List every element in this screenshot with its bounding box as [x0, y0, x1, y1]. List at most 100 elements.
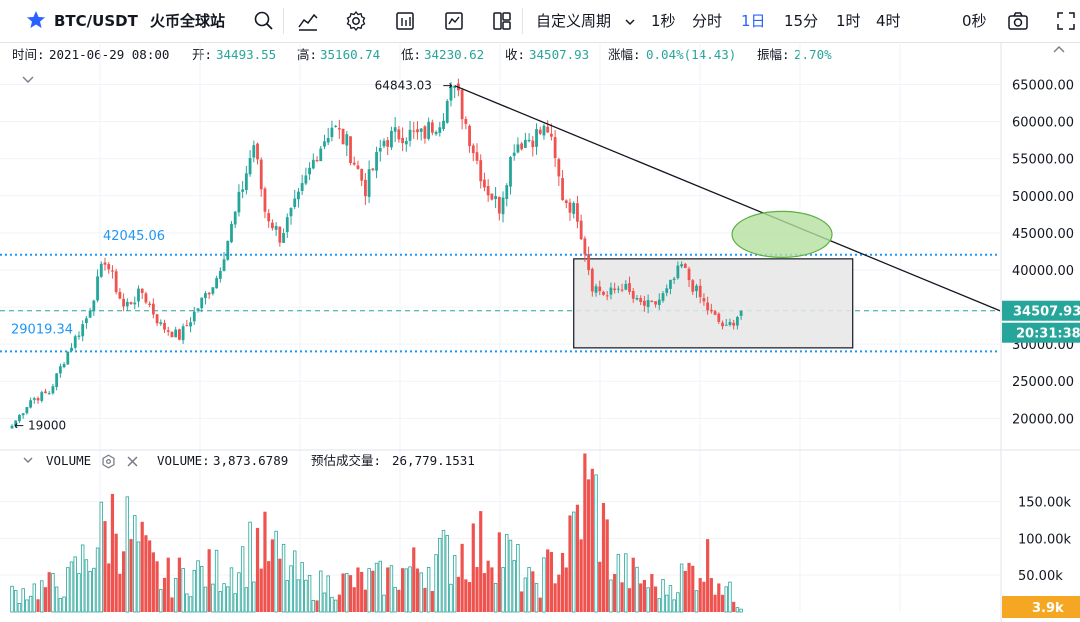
chevron-down-icon[interactable] — [22, 456, 34, 466]
volume-tick-label: 50.00k — [1018, 569, 1063, 584]
candle-body — [230, 223, 233, 243]
interval-timeshare[interactable]: 分时 — [692, 12, 723, 30]
candle-body — [300, 183, 304, 191]
volume-bar — [527, 567, 531, 613]
chevron-down-icon — [22, 76, 34, 83]
chevron-down-icon[interactable] — [624, 17, 636, 27]
volume-bar — [103, 521, 107, 612]
candle-body — [244, 173, 248, 191]
candle-body — [311, 159, 315, 169]
amplitude-label: 振幅: — [757, 47, 790, 62]
search-icon[interactable] — [252, 9, 276, 33]
price-tick-label: 55000.00 — [1012, 153, 1074, 168]
countdown-seconds: 0秒 — [962, 12, 987, 30]
volume-bar — [203, 586, 208, 613]
volume-bar — [642, 580, 646, 612]
volume-bar — [322, 592, 327, 613]
layout-icon[interactable] — [490, 9, 514, 33]
interval-4h[interactable]: 4时 — [876, 12, 901, 30]
volume-bar — [352, 587, 356, 612]
volume-bar — [118, 573, 122, 612]
interval-1h[interactable]: 1时 — [836, 12, 861, 30]
settings-icon[interactable] — [101, 454, 116, 469]
volume-bar — [564, 567, 568, 612]
interval-15m[interactable]: 15分 — [784, 12, 819, 30]
volume-bar — [412, 547, 416, 612]
candle-body — [695, 285, 698, 292]
interval-1d[interactable]: 1日 — [741, 12, 766, 30]
volume-bar — [531, 571, 535, 612]
settings-icon[interactable] — [344, 9, 368, 33]
volume-bar — [419, 572, 423, 613]
candle-body — [25, 407, 29, 414]
volume-bar — [36, 599, 40, 612]
candle-body — [96, 276, 99, 301]
volume-bar — [326, 575, 330, 613]
candle-body — [390, 130, 393, 148]
last-volume-label: 3.9k — [1032, 601, 1064, 616]
volume-bar — [653, 586, 658, 612]
candle-body — [256, 143, 259, 160]
exchange-label[interactable]: 火币全球站 — [150, 12, 226, 30]
volume-bar — [170, 597, 174, 612]
interval-1s[interactable]: 1秒 — [651, 12, 676, 30]
candle-body — [222, 259, 226, 271]
volume-bar — [155, 561, 159, 612]
candle-body — [330, 127, 334, 138]
indicators-icon[interactable] — [296, 9, 320, 33]
consolidation-box — [573, 258, 854, 349]
volume-bar — [281, 543, 286, 613]
volume-bar — [672, 599, 676, 613]
candle-body — [99, 263, 103, 277]
camera-icon[interactable] — [1006, 9, 1030, 33]
candle-body — [263, 188, 267, 212]
volume-bar — [497, 532, 501, 612]
candle-body — [546, 126, 550, 133]
candle-body — [736, 317, 739, 326]
volume-bar — [248, 521, 252, 613]
candle-body — [572, 202, 576, 214]
volume-bar — [200, 565, 204, 613]
candle-body — [639, 298, 643, 302]
candle-body — [386, 140, 390, 147]
candle-body — [148, 303, 152, 305]
star-icon[interactable] — [26, 10, 46, 30]
candle-body — [706, 302, 710, 311]
volume-bar — [244, 587, 249, 613]
volume-bar — [307, 574, 312, 613]
candle-body — [535, 129, 538, 147]
volume-bar — [587, 479, 591, 612]
fullscreen-icon[interactable] — [1054, 9, 1078, 33]
volume-bar — [374, 562, 379, 613]
candle-body — [189, 322, 192, 327]
last-price-badge — [1002, 300, 1080, 321]
volume-bar — [397, 589, 401, 612]
volume-bar — [691, 565, 695, 612]
candle-body — [159, 322, 163, 325]
templates-icon[interactable] — [393, 9, 417, 33]
volume-bar — [159, 589, 163, 613]
candle-body — [367, 169, 371, 197]
volume-bar — [151, 552, 155, 612]
symbol-label[interactable]: BTC/USDT — [54, 12, 138, 30]
custom-period-button[interactable]: 自定义周期 — [536, 12, 612, 30]
last-volume-badge — [1002, 596, 1080, 618]
close-label: 收: — [505, 47, 526, 62]
candle-body — [36, 398, 40, 401]
volume-bar — [62, 596, 66, 613]
candle-body — [683, 263, 687, 268]
target-ellipse — [731, 210, 833, 258]
volume-bar — [613, 573, 617, 612]
volume-bar — [735, 607, 740, 613]
close-icon[interactable] — [126, 455, 139, 468]
volume-bar — [110, 493, 115, 612]
candle-body — [661, 293, 665, 301]
volume-bar — [538, 597, 542, 612]
compare-icon[interactable] — [442, 9, 466, 33]
candle-body — [624, 283, 628, 290]
volume-bar — [434, 554, 438, 613]
volume-bar — [77, 573, 81, 613]
candle-body — [672, 278, 676, 280]
volume-bar — [14, 590, 18, 613]
